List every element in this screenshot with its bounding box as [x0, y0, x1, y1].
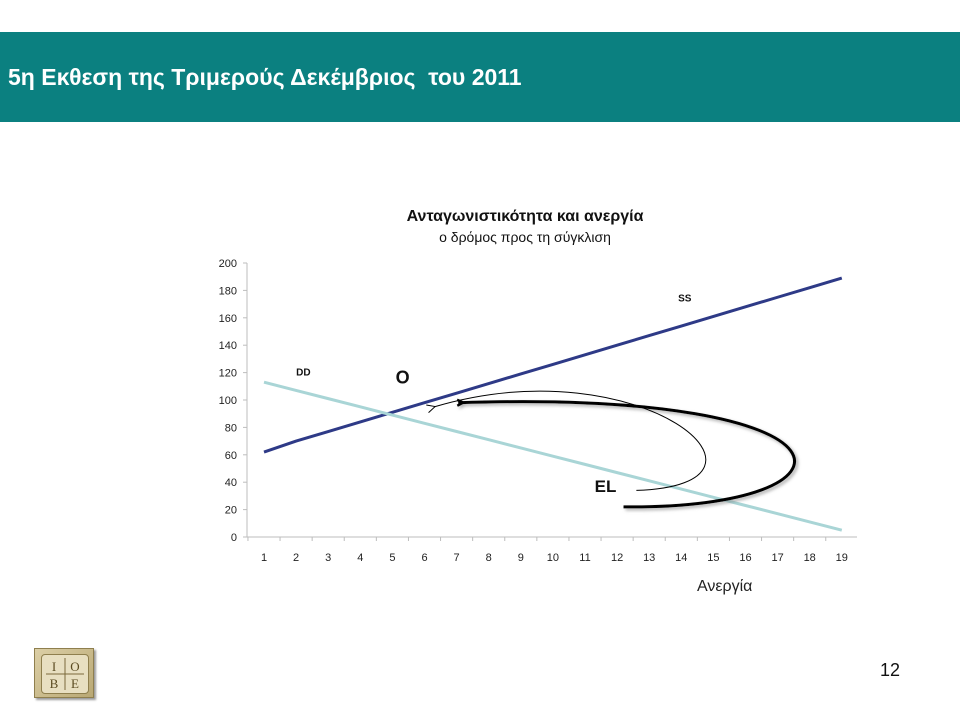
y-tick-label: 100 [219, 395, 237, 407]
svg-text:Ε: Ε [71, 676, 79, 691]
y-tick-label: 80 [225, 422, 237, 434]
chart-subtitle: ο δρόμος προς τη σύγκλιση [439, 229, 611, 245]
x-tick-label: 15 [707, 552, 719, 564]
x-tick-label: 12 [611, 552, 623, 564]
annotation-el: EL [595, 477, 617, 496]
y-tick-label: 60 [225, 450, 237, 462]
svg-text:Β: Β [50, 676, 59, 691]
page-number: 12 [880, 660, 901, 680]
x-tick-label: 13 [643, 552, 655, 564]
x-tick-label: 4 [357, 552, 363, 564]
thick-arrow [458, 402, 796, 509]
iobe-logo-glyphs: Ι Ο Β Ε [46, 658, 84, 691]
y-tick-label: 180 [219, 285, 237, 297]
iobe-logo: Ι Ο Β Ε [34, 648, 94, 698]
series-line-dd [263, 380, 843, 532]
x-tick-label: 3 [325, 552, 331, 564]
x-tick-label: 10 [547, 552, 559, 564]
y-tick-label: 20 [225, 505, 237, 517]
x-tick-label: 8 [486, 552, 492, 564]
annotation-o: O [396, 368, 410, 388]
x-tick-label: 16 [739, 552, 751, 564]
x-tick-label: 14 [675, 552, 687, 564]
annotation-ss: SS [678, 293, 692, 304]
x-tick-label: 9 [518, 552, 524, 564]
series-line-ss [263, 276, 843, 454]
iobe-logo-badge: Ι Ο Β Ε [41, 654, 89, 694]
thin-arrow [434, 390, 707, 491]
x-tick-label: 2 [293, 552, 299, 564]
svg-text:Ο: Ο [70, 659, 79, 674]
x-tick-label: 11 [579, 552, 590, 564]
slide-title: 5η Εκθεση της Τριμερούς Δεκέμβριος του 2… [8, 64, 522, 90]
y-tick-label: 40 [225, 477, 237, 489]
x-tick-label: 7 [454, 552, 460, 564]
x-tick-label: 5 [389, 552, 395, 564]
x-tick-label: 19 [836, 552, 848, 564]
svg-text:Ι: Ι [52, 659, 56, 674]
y-tick-label: 160 [219, 313, 237, 325]
x-tick-label: 1 [261, 552, 267, 564]
x-tick-label: 6 [421, 552, 427, 564]
y-tick-label: 140 [219, 340, 237, 352]
header-bar [0, 32, 960, 122]
x-tick-label: 18 [804, 552, 816, 564]
x-axis-label: Ανεργία [697, 578, 753, 595]
chart-title: Ανταγωνιστικότητα και ανεργία [406, 208, 644, 225]
annotation-dd: DD [296, 367, 310, 378]
y-tick-label: 0 [231, 532, 237, 544]
y-tick-label: 120 [219, 368, 237, 380]
x-tick-label: 17 [771, 552, 783, 564]
y-tick-label: 200 [219, 258, 237, 270]
